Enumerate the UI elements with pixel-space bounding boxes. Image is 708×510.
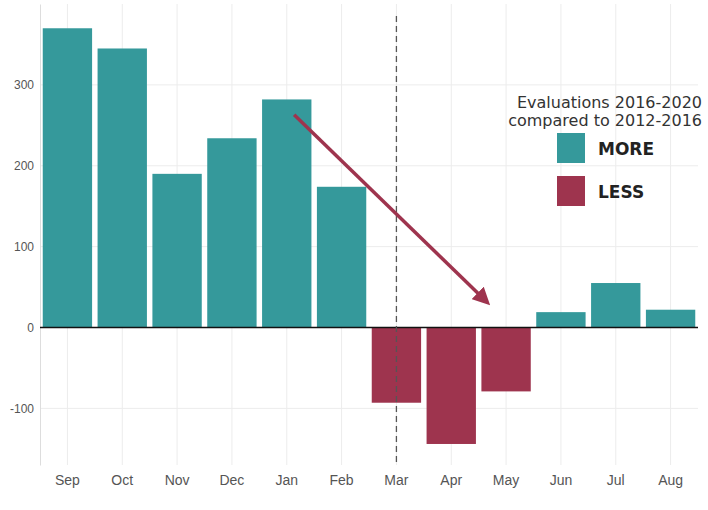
x-axis: Sep Oct Nov Dec Jan Feb Mar Apr May Jun Jul Aug (55, 465, 683, 488)
x-tick: Dec (219, 465, 244, 488)
legend-swatch (557, 176, 585, 206)
bar (591, 283, 640, 327)
x-tick-label: Jan (275, 472, 298, 488)
x-tick: Jul (607, 465, 625, 488)
x-tick-label: Feb (330, 472, 354, 488)
x-tick-label: Jun (550, 472, 573, 488)
bar (152, 174, 201, 328)
y-tick-label: 300 (14, 78, 34, 92)
y-tick-label: 100 (14, 240, 34, 254)
grid (40, 4, 698, 465)
legend-title: Evaluations 2016-2020 (517, 93, 702, 112)
x-tick-label: Oct (111, 472, 133, 488)
x-tick: Sep (55, 465, 80, 488)
x-tick-label: Jul (607, 472, 625, 488)
bar (536, 312, 585, 327)
x-tick: Feb (330, 465, 354, 488)
x-tick-label: Apr (440, 472, 462, 488)
x-tick: Jun (550, 465, 573, 488)
legend-swatch (557, 133, 585, 163)
bars (43, 28, 696, 444)
grid-line-x (615, 4, 616, 465)
y-tick-label: -100 (10, 402, 34, 416)
bar (98, 48, 147, 327)
grid-line-y (40, 327, 698, 328)
bar (262, 99, 311, 327)
legend-label: LESS (598, 182, 644, 202)
chart: -100 0 100 200 300 Sep Oct Nov Dec Jan Feb Mar Apr Ma… (0, 0, 708, 510)
y-tick: 200 (14, 159, 40, 173)
bar (317, 187, 366, 328)
x-tick-label: May (493, 472, 519, 488)
y-tick: 0 (27, 321, 40, 335)
x-tick-label: Nov (165, 472, 190, 488)
legend: Evaluations 2016-2020compared to 2012-20… (508, 93, 702, 206)
x-tick: Apr (440, 465, 462, 488)
x-tick: Jan (275, 465, 298, 488)
y-axis-line (40, 5, 41, 466)
bar (207, 138, 256, 327)
grid-line-x (506, 4, 507, 465)
x-tick-label: Dec (219, 472, 244, 488)
x-tick-label: Aug (658, 472, 683, 488)
bar (646, 310, 695, 328)
x-tick-label: Sep (55, 472, 80, 488)
y-tick-label: 0 (27, 321, 34, 335)
x-tick-label: Mar (384, 472, 408, 488)
y-axis: -100 0 100 200 300 (10, 5, 41, 466)
legend-label: MORE (598, 139, 654, 159)
y-tick: -100 (10, 402, 40, 416)
y-tick-label: 200 (14, 159, 34, 173)
divider-line (396, 16, 397, 465)
grid-line-x (560, 4, 561, 465)
grid-line-y (40, 408, 698, 409)
trend-arrow (294, 115, 484, 299)
bar (481, 328, 530, 392)
x-tick: Nov (165, 465, 190, 488)
x-tick: Aug (658, 465, 683, 488)
legend-title: compared to 2012-2016 (508, 111, 702, 130)
x-tick: May (493, 465, 519, 488)
grid-line-x (670, 4, 671, 465)
x-tick: Oct (111, 465, 133, 488)
zero-line (40, 327, 698, 328)
x-tick: Mar (384, 465, 408, 488)
y-tick: 300 (14, 78, 40, 92)
y-tick: 100 (14, 240, 40, 254)
bar (43, 28, 92, 327)
bar (427, 328, 476, 444)
plot: -100 0 100 200 300 Sep Oct Nov Dec Jan Feb Mar Apr Ma… (10, 4, 698, 488)
